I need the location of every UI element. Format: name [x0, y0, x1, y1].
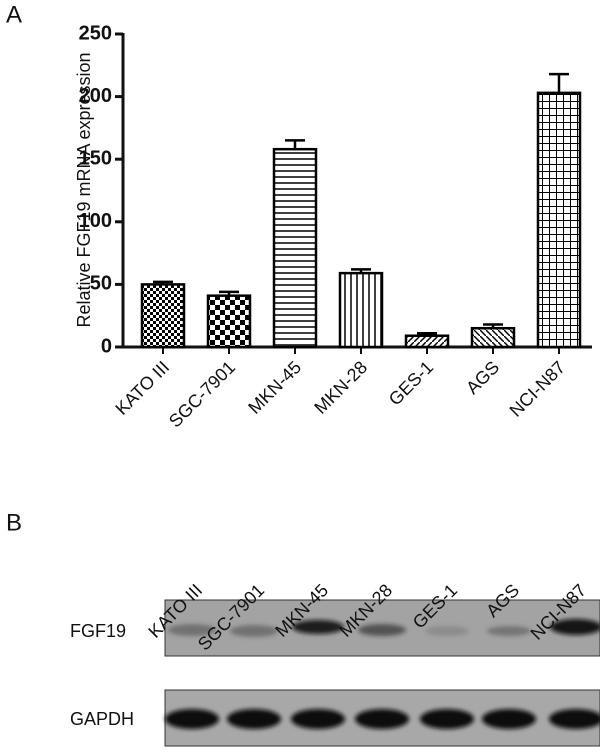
band: [227, 709, 281, 729]
y-tick-label: 200: [79, 85, 112, 107]
band: [168, 624, 216, 636]
error-bar: [285, 139, 305, 150]
band: [230, 625, 278, 637]
error-bar: [417, 331, 437, 336]
bar: [470, 326, 516, 349]
y-tick-label: 50: [90, 273, 112, 295]
bar: [140, 283, 186, 349]
error-bar: [483, 323, 503, 329]
y-axis-label: Relative FGF19 mRNA expression: [74, 52, 94, 327]
band: [165, 709, 219, 729]
y-tick-label: 250: [79, 22, 112, 44]
x-tick-label: MKN-28: [310, 357, 371, 418]
panel-label: B: [6, 509, 22, 536]
band: [358, 624, 406, 636]
band: [482, 709, 536, 729]
y-tick-label: 0: [101, 335, 112, 357]
error-bar: [351, 268, 371, 274]
band: [550, 619, 600, 635]
bar: [206, 294, 252, 349]
band: [420, 709, 474, 729]
x-tick-label: SGC-7901: [165, 357, 239, 431]
band: [487, 626, 531, 636]
x-tick-label: NCI-N87: [506, 357, 570, 421]
band: [291, 709, 345, 729]
row-label: GAPDH: [70, 709, 134, 729]
y-tick-label: 150: [79, 147, 112, 169]
panel-label: A: [6, 1, 22, 28]
x-tick-label: AGS: [462, 357, 503, 398]
band: [425, 626, 469, 636]
y-tick-label: 100: [79, 210, 112, 232]
error-bar: [153, 280, 173, 285]
error-bar: [549, 72, 569, 93]
band: [549, 709, 600, 729]
blot-bands: [165, 619, 600, 729]
x-tick-label: MKN-45: [244, 357, 305, 418]
band: [355, 709, 409, 729]
band: [292, 620, 344, 634]
bar: [272, 147, 318, 349]
x-tick-label: GES-1: [385, 357, 437, 409]
bar: [404, 334, 450, 349]
error-bar: [219, 290, 239, 296]
bar: [536, 91, 582, 349]
row-label: FGF19: [70, 621, 126, 641]
x-tick-label: KATO III: [111, 357, 173, 419]
bar: [338, 271, 384, 349]
